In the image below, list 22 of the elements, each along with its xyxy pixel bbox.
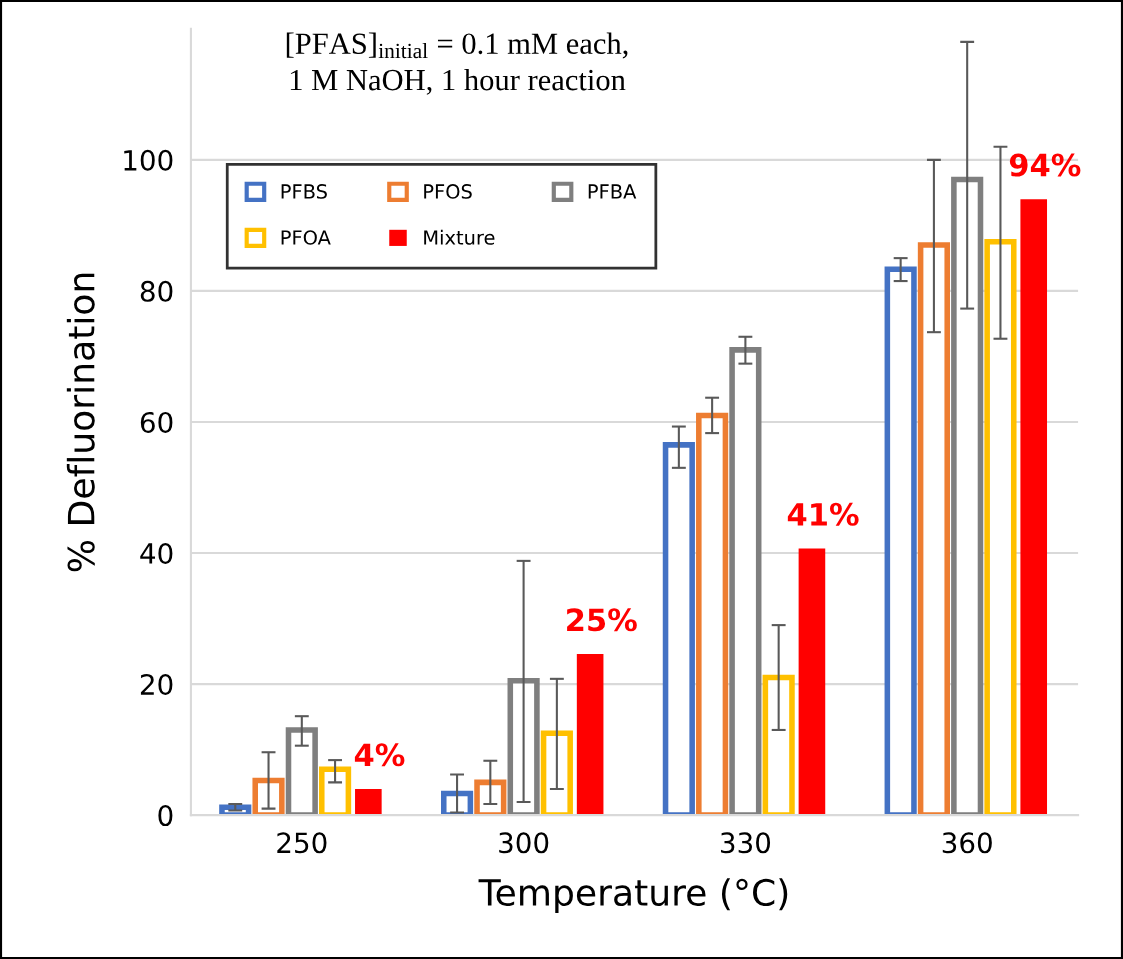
y-tick-label: 20 <box>140 674 173 696</box>
y-tick-label: 100 <box>124 149 173 171</box>
y-tick-label: 0 <box>158 805 173 827</box>
x-tick-label: 360 <box>942 832 992 854</box>
x-tick-label: 330 <box>721 832 771 854</box>
legend-label: PFBA <box>588 184 637 199</box>
data-label: 25% <box>567 608 637 632</box>
y-tick-label: 60 <box>140 411 173 433</box>
x-axis-title: Temperature (°C) <box>478 878 788 914</box>
legend-label: PFBS <box>281 184 327 199</box>
data-label: 41% <box>787 502 859 526</box>
x-tick-label: 300 <box>499 832 549 854</box>
x-tick-label: 250 <box>277 832 327 854</box>
data-label: 4% <box>354 743 405 767</box>
y-tick-label: 40 <box>140 542 173 564</box>
legend-label: PFOA <box>281 230 331 245</box>
data-label: 94% <box>1009 153 1081 177</box>
legend-label: PFOS <box>424 184 472 199</box>
y-tick-label: 80 <box>140 280 173 302</box>
legend-label: Mixture <box>424 229 495 245</box>
text: [PFAS]$_{initial}$ = 0.1 mM each, 1 M NaOH, 1 hour reaction <box>286 32 628 95</box>
y-axis-title: % Defluorination <box>66 273 95 572</box>
